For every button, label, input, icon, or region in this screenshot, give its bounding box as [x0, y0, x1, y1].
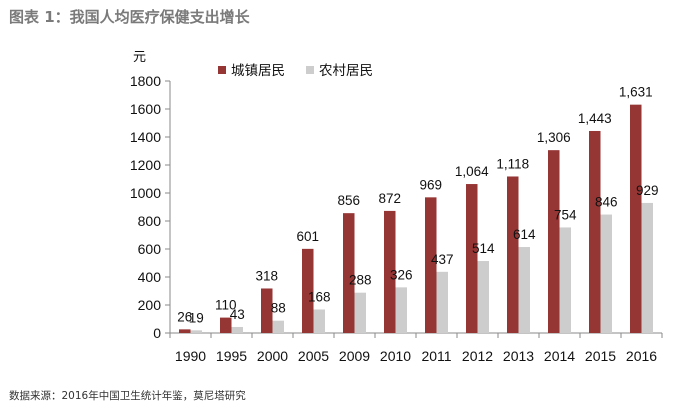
x-tick-label: 1990 [175, 348, 206, 364]
bar-rural [641, 202, 653, 333]
x-tick-label: 2014 [544, 348, 575, 364]
y-tick-label: 600 [138, 241, 162, 257]
bar-urban [384, 210, 396, 333]
data-label-rural: 846 [595, 195, 618, 210]
x-tick-label: 2005 [298, 348, 329, 364]
bar-rural [395, 287, 407, 333]
bar-rural [600, 214, 612, 333]
data-label-urban: 1,306 [537, 130, 571, 145]
bar-rural [190, 330, 202, 333]
y-tick-label: 1200 [130, 157, 161, 173]
data-label-rural: 754 [554, 207, 577, 222]
data-label-urban: 1,631 [619, 85, 653, 100]
x-tick-label: 1995 [216, 348, 247, 364]
data-label-urban: 856 [337, 193, 360, 208]
legend-swatch [306, 66, 314, 74]
x-tick-label: 2016 [626, 348, 657, 364]
data-label-urban: 1,064 [455, 164, 489, 179]
legend-swatch [218, 66, 226, 74]
bar-urban [425, 197, 437, 333]
x-tick-label: 2010 [380, 348, 411, 364]
bar-urban [507, 176, 519, 333]
data-label-rural: 168 [308, 289, 331, 304]
x-axis: 1990 1995 2000 2005 2009 2010 2011 2012 2013 2014… [169, 332, 663, 364]
data-label-rural: 19 [189, 310, 204, 325]
y-tick-label: 1400 [130, 129, 161, 145]
data-labels: 26 110 318 601 856 872 969 1,064 1,118 1,306 1,443… [177, 85, 658, 326]
legend-label: 农村居民 [319, 63, 373, 79]
data-label-rural: 514 [472, 241, 495, 256]
data-label-urban: 110 [215, 298, 237, 313]
x-tick-label: 2013 [503, 348, 534, 364]
chart-title: 图表 1：我国人均医疗保健支出增长 [9, 8, 250, 26]
data-label-urban: 1,443 [578, 111, 612, 126]
y-tick-label: 1000 [130, 185, 161, 201]
legend: 城镇居民 农村居民 [218, 63, 373, 79]
bar-urban [261, 288, 273, 333]
bar-rural [272, 320, 284, 333]
bar-rural [313, 309, 325, 333]
data-label-rural: 326 [390, 267, 413, 282]
data-label-urban: 601 [296, 229, 319, 244]
bar-urban [466, 184, 478, 333]
data-label-rural: 43 [230, 307, 245, 322]
bar-rural [231, 326, 243, 333]
y-unit-label: 元 [133, 50, 146, 65]
data-label-urban: 872 [378, 191, 401, 206]
bar-urban [343, 213, 355, 333]
bar-urban [220, 317, 232, 333]
data-label-rural: 929 [636, 183, 659, 198]
data-label-urban: 969 [419, 177, 442, 192]
bar-urban [302, 248, 314, 333]
data-label-rural: 437 [431, 252, 454, 267]
x-tick-label: 2015 [585, 348, 616, 364]
bar-rural [559, 227, 571, 333]
y-tick-label: 1600 [130, 101, 161, 117]
data-label-urban: 1,118 [496, 156, 529, 171]
y-tick-label: 200 [138, 297, 162, 313]
y-tick-label: 800 [138, 213, 162, 229]
data-label-rural: 288 [349, 273, 372, 288]
data-label-urban: 26 [177, 309, 192, 324]
legend-label: 城镇居民 [231, 63, 285, 79]
y-tick-label: 400 [138, 269, 162, 285]
bar-urban [630, 104, 642, 333]
bar-urban [179, 329, 191, 333]
x-tick-label: 2000 [257, 348, 288, 364]
y-tick-label: 0 [153, 325, 161, 341]
bar-urban [589, 130, 601, 333]
data-label-rural: 614 [513, 227, 536, 242]
bar-rural [477, 261, 489, 333]
bars [179, 104, 653, 333]
source-note: 数据来源：2016年中国卫生统计年鉴，莫尼塔研究 [9, 390, 246, 402]
x-tick-label: 2012 [462, 348, 493, 364]
bar-rural [436, 271, 448, 333]
bar-rural [518, 247, 530, 333]
data-label-rural: 88 [271, 301, 286, 316]
bar-rural [354, 292, 366, 333]
bar-urban [548, 150, 560, 333]
y-axis: 元 0 200 400 600 800 1000 1200 1400 1600 1800 [130, 50, 171, 341]
x-tick-label: 2009 [339, 348, 370, 364]
y-tick-label: 1800 [130, 73, 161, 89]
data-label-urban: 318 [255, 268, 278, 283]
x-tick-label: 2011 [421, 348, 451, 364]
